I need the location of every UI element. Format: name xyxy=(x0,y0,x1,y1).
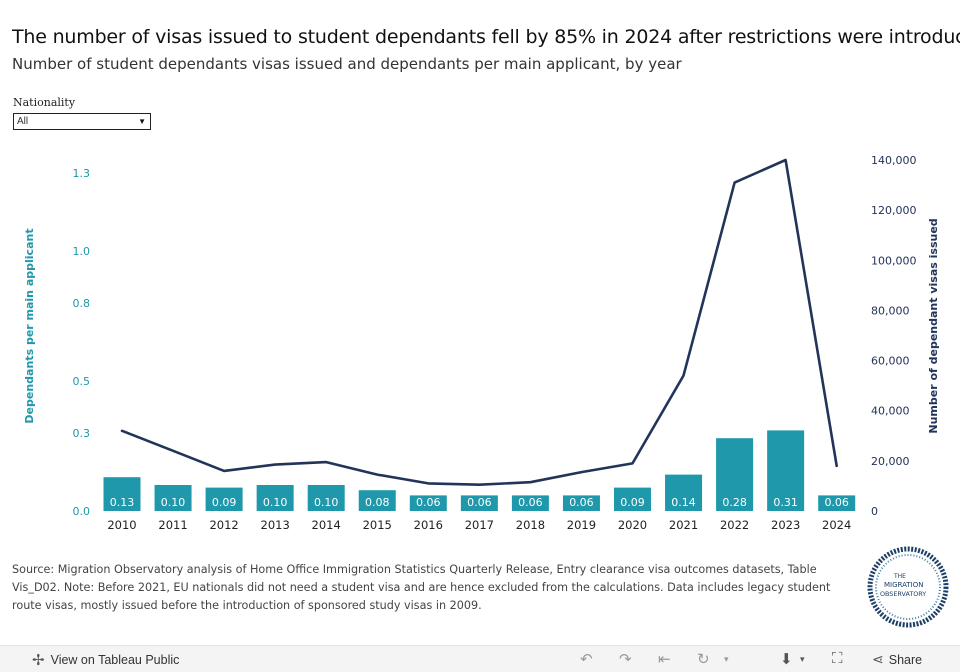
right-axis-tick-label: 40,000 xyxy=(871,405,910,418)
view-on-tableau-link[interactable]: ✢ View on Tableau Public xyxy=(32,651,179,669)
chart-subtitle: Number of student dependants visas issue… xyxy=(12,55,682,73)
chart-title: The number of visas issued to student de… xyxy=(12,26,960,48)
svg-text:OBSERVATORY: OBSERVATORY xyxy=(880,590,926,598)
source-note: Source: Migration Observatory analysis o… xyxy=(12,563,831,612)
left-axis-tick-label: 0.8 xyxy=(73,297,91,310)
bar-2018[interactable] xyxy=(511,495,549,511)
migration-observatory-logo: THE MIGRATION OBSERVATORY xyxy=(867,546,949,628)
right-axis-tick-label: 0 xyxy=(871,505,878,518)
x-axis-tick-label: 2012 xyxy=(209,518,238,532)
combo-chart: 0.0 0.3 0.5 0.8 1.0 1.3 0 20,000 40,000 60,000 80… xyxy=(23,154,940,532)
download-icon[interactable]: ⬇ xyxy=(780,651,793,668)
x-axis-tick-label: 2015 xyxy=(363,518,392,532)
bar-value-label: 0.10 xyxy=(263,496,288,509)
bar-2020[interactable] xyxy=(614,487,651,511)
redo-icon[interactable]: ↷ xyxy=(619,651,632,668)
x-axis-tick-label: 2018 xyxy=(516,518,545,532)
bar-2016[interactable] xyxy=(409,495,447,511)
bar-2014[interactable] xyxy=(307,485,345,511)
bar-value-label: 0.28 xyxy=(722,496,747,509)
bar-2013[interactable] xyxy=(256,485,294,511)
undo-icon[interactable]: ↶ xyxy=(580,651,593,668)
bar-value-label: 0.14 xyxy=(671,496,696,509)
bar-value-label: 0.13 xyxy=(110,496,135,509)
bar-value-label: 0.06 xyxy=(467,496,492,509)
svg-text:MIGRATION: MIGRATION xyxy=(884,581,923,589)
right-axis-tick-label: 120,000 xyxy=(871,204,917,217)
left-axis-tick-label: 1.0 xyxy=(73,245,91,258)
right-axis-title: Number of dependant visas issued xyxy=(927,218,940,433)
dependant-visas-line xyxy=(120,158,838,486)
bar-2017[interactable] xyxy=(460,495,498,511)
x-axis-tick-label: 2020 xyxy=(618,518,647,532)
left-axis-tick-label: 1.3 xyxy=(73,167,91,180)
bar-value-label: 0.10 xyxy=(314,496,339,509)
bar-value-label: 0.06 xyxy=(569,496,594,509)
bar-value-label: 0.31 xyxy=(773,496,798,509)
share-label: Share xyxy=(888,652,923,667)
bar-2019[interactable] xyxy=(562,495,600,511)
right-axis-tick-label: 140,000 xyxy=(871,154,917,167)
right-axis-tick-label: 80,000 xyxy=(871,304,910,317)
svg-text:THE: THE xyxy=(893,573,906,580)
x-axis-tick-label: 2016 xyxy=(414,518,443,532)
share-button[interactable]: ⋖ Share xyxy=(872,651,922,668)
bar-value-label: 0.09 xyxy=(212,496,237,509)
bar-2022[interactable] xyxy=(716,438,754,511)
fullscreen-icon[interactable]: ⛶ xyxy=(832,650,843,667)
revert-icon[interactable]: ⇤ xyxy=(658,651,671,668)
x-axis-tick-label: 2013 xyxy=(261,518,290,532)
nationality-dropdown-value: All xyxy=(17,116,29,127)
bar-2010[interactable] xyxy=(103,477,141,511)
dropdown-arrow-icon: ▼ xyxy=(138,117,146,126)
x-axis-tick-label: 2014 xyxy=(312,518,341,532)
x-axis-tick-label: 2023 xyxy=(771,518,800,532)
x-axis-tick-label: 2011 xyxy=(158,518,187,532)
bar-value-label: 0.09 xyxy=(620,496,645,509)
tableau-icon: ✢ xyxy=(32,652,45,669)
x-axis-tick-label: 2017 xyxy=(465,518,494,532)
tableau-toolbar: ✢ View on Tableau Public ↶ ↷ ⇤ ↻ ▾ ⬇ ▾ ⛶… xyxy=(0,645,960,672)
x-axis-tick-label: 2021 xyxy=(669,518,698,532)
bar-2015[interactable] xyxy=(358,490,396,511)
bar-2024[interactable] xyxy=(818,495,856,511)
pause-refresh-icon[interactable]: ↻ xyxy=(697,651,710,668)
bar-value-label: 0.08 xyxy=(365,496,390,509)
view-on-tableau-label: View on Tableau Public xyxy=(50,653,180,667)
bar-value-label: 0.10 xyxy=(161,496,186,509)
left-axis-tick-label: 0.3 xyxy=(73,427,91,440)
download-dropdown-icon[interactable]: ▾ xyxy=(800,654,805,664)
share-icon: ⋖ xyxy=(872,651,884,667)
bar-2011[interactable] xyxy=(154,485,192,511)
left-axis-tick-label: 0.0 xyxy=(73,505,91,518)
x-axis-tick-label: 2022 xyxy=(720,518,749,532)
bar-2023[interactable] xyxy=(767,430,805,511)
nationality-dropdown[interactable]: All ▼ xyxy=(13,113,151,130)
left-axis-title: Dependants per main applicant xyxy=(23,228,36,423)
bar-value-label: 0.06 xyxy=(518,496,543,509)
bar-2012[interactable] xyxy=(205,487,243,511)
x-axis-tick-label: 2010 xyxy=(107,518,136,532)
bar-2021[interactable] xyxy=(665,474,703,511)
right-axis-tick-label: 100,000 xyxy=(871,254,917,267)
left-axis-tick-label: 0.5 xyxy=(73,375,91,388)
x-axis-tick-label: 2019 xyxy=(567,518,596,532)
bar-value-label: 0.06 xyxy=(824,496,849,509)
right-axis-tick-label: 60,000 xyxy=(871,355,910,368)
x-axis-tick-label: 2024 xyxy=(822,518,851,532)
bar-value-label: 0.06 xyxy=(416,496,441,509)
filter-label: Nationality xyxy=(13,96,76,109)
right-axis-tick-label: 20,000 xyxy=(871,455,910,468)
refresh-dropdown-icon[interactable]: ▾ xyxy=(724,654,729,664)
